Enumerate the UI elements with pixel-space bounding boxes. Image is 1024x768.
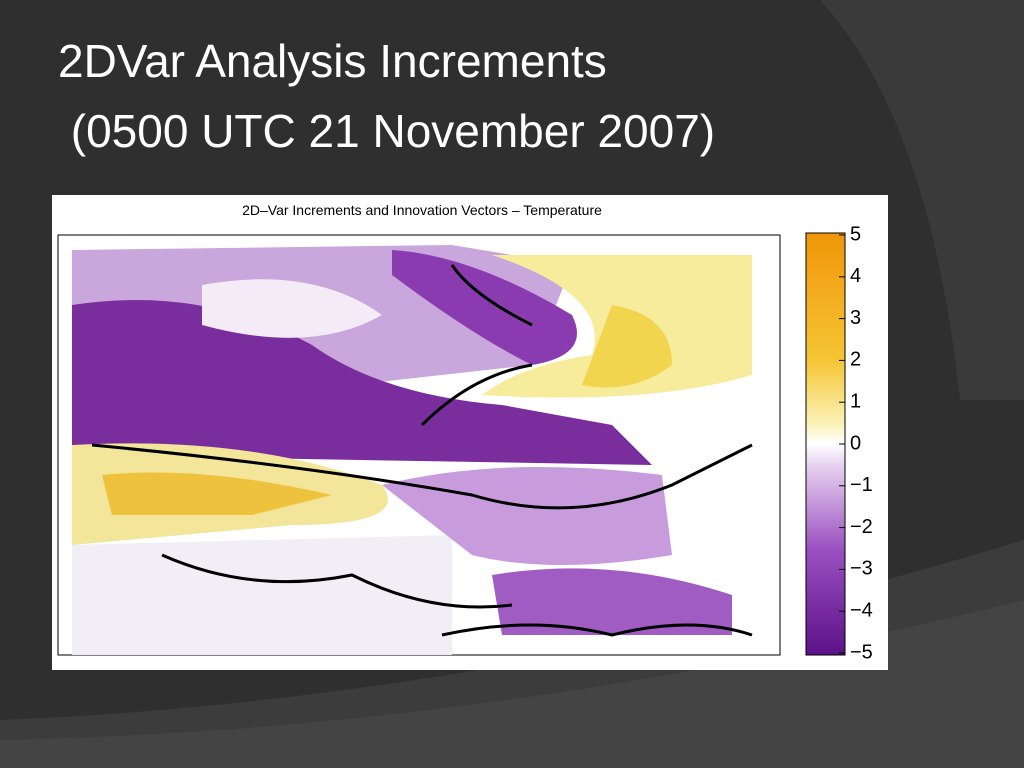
colorbar-tick-label: 0 bbox=[850, 432, 861, 454]
colorbar-tick-label: −1 bbox=[850, 474, 873, 496]
colorbar-tick-label: −3 bbox=[850, 558, 873, 580]
figure: 2D–Var Increments and Innovation Vectors… bbox=[52, 195, 888, 670]
colorbar-tick-label: 5 bbox=[850, 223, 861, 245]
colorbar-tick-label: 3 bbox=[850, 307, 861, 329]
colorbar-tick-label: −5 bbox=[850, 641, 873, 663]
slide-title: (0500 UTC 21 November 2007) bbox=[58, 105, 716, 157]
slide-title: 2DVar Analysis Increments bbox=[58, 35, 607, 87]
colorbar bbox=[805, 232, 846, 656]
figure-title: 2D–Var Increments and Innovation Vectors… bbox=[242, 202, 602, 218]
colorbar-tick-label: −2 bbox=[850, 516, 873, 538]
colorbar-tick-label: 2 bbox=[850, 349, 861, 371]
colorbar-tick-label: 4 bbox=[850, 265, 861, 287]
colorbar-tick-label: −4 bbox=[850, 599, 873, 621]
map bbox=[57, 234, 781, 656]
colorbar-tick-label: 1 bbox=[850, 390, 861, 412]
